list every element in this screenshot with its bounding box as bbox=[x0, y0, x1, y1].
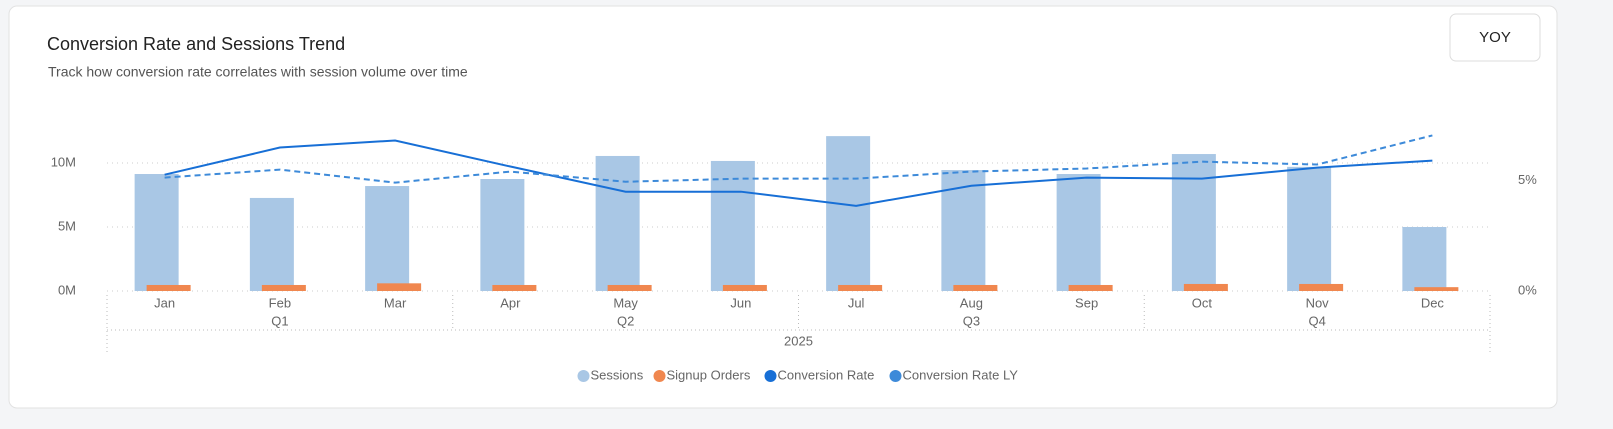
line bbox=[164, 139, 1433, 207]
y2-tick-label: 0% bbox=[1518, 282, 1537, 297]
bar bbox=[1299, 283, 1344, 291]
x-tick-label: May bbox=[613, 295, 638, 310]
x-tick-label: Jun bbox=[730, 295, 751, 310]
bar bbox=[941, 170, 986, 291]
bar bbox=[480, 179, 525, 291]
bar bbox=[595, 155, 640, 291]
bar bbox=[710, 160, 755, 291]
bar bbox=[826, 136, 871, 291]
bar bbox=[953, 284, 998, 291]
legend-marker bbox=[889, 370, 902, 382]
bar bbox=[146, 284, 191, 291]
x-tick-label: Nov bbox=[1306, 295, 1330, 310]
legend-marker bbox=[653, 370, 666, 382]
quarter-label: Q1 bbox=[271, 313, 288, 328]
quarter-label: Q2 bbox=[617, 313, 634, 328]
bar bbox=[134, 174, 179, 291]
button-frame[interactable] bbox=[1449, 13, 1541, 62]
card bbox=[8, 5, 1558, 409]
x-tick-label: Aug bbox=[960, 295, 983, 310]
bar bbox=[1414, 287, 1459, 291]
x-tick-label: Oct bbox=[1192, 295, 1213, 310]
legend-label: Conversion Rate bbox=[778, 367, 875, 382]
bar bbox=[492, 284, 537, 291]
year-label: 2025 bbox=[784, 333, 813, 348]
x-tick-label: Jul bbox=[848, 295, 865, 310]
chart-title: Conversion Rate and Sessions Trend bbox=[47, 34, 345, 54]
bar bbox=[1171, 154, 1216, 291]
yoy-button[interactable]: YOY bbox=[1449, 13, 1541, 62]
bar bbox=[1183, 283, 1228, 291]
x-tick-label: Feb bbox=[269, 295, 291, 310]
bar bbox=[1287, 166, 1332, 291]
button-label[interactable]: YOY bbox=[1479, 29, 1511, 46]
line bbox=[164, 134, 1433, 184]
x-tick-label: Apr bbox=[500, 295, 521, 310]
legend-marker bbox=[764, 370, 777, 382]
y-tick-label: 0M bbox=[58, 282, 76, 297]
quarter-label: Q4 bbox=[1308, 313, 1325, 328]
quarter-label: Q3 bbox=[963, 313, 980, 328]
legend-label: Conversion Rate LY bbox=[903, 367, 1019, 382]
legend-marker bbox=[577, 370, 590, 382]
legend-label: Sessions bbox=[591, 367, 644, 382]
bar bbox=[261, 284, 306, 291]
y-tick-label: 10M bbox=[51, 154, 76, 169]
bar bbox=[838, 284, 883, 291]
y2-tick-label: 5% bbox=[1518, 172, 1537, 187]
y-tick-label: 5M bbox=[58, 218, 76, 233]
bar bbox=[722, 284, 767, 291]
bar bbox=[249, 197, 294, 291]
x-tick-label: Sep bbox=[1075, 295, 1098, 310]
bar bbox=[377, 283, 422, 291]
bar bbox=[365, 186, 410, 291]
legend-label: Signup Orders bbox=[667, 367, 751, 382]
bar bbox=[607, 284, 652, 291]
bar bbox=[1068, 284, 1113, 291]
x-tick-label: Mar bbox=[384, 295, 407, 310]
bar bbox=[1402, 227, 1447, 291]
chart-subtitle: Track how conversion rate correlates wit… bbox=[48, 64, 468, 80]
x-tick-label: Jan bbox=[154, 295, 175, 310]
bar bbox=[1056, 174, 1101, 291]
x-tick-label: Dec bbox=[1421, 295, 1445, 310]
